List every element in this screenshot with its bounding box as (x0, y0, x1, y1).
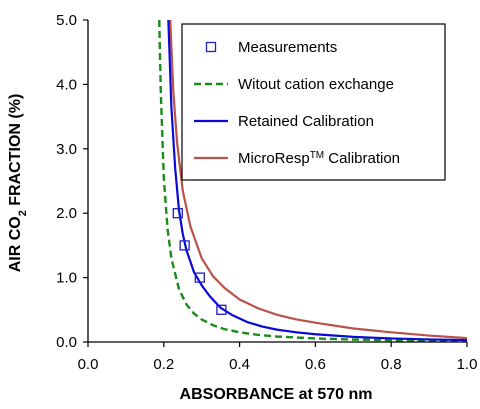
legend-label: Retained Calibration (238, 113, 374, 130)
x-axis-title: ABSORBANCE at 570 nm (180, 386, 373, 403)
measurement-point (194, 272, 205, 283)
legend-label-text: MicroResp (238, 150, 310, 167)
x-tick-label: 0.4 (229, 356, 250, 373)
y-tick-label: 1.0 (56, 270, 77, 287)
legend-label-text: Witout cation exchange (238, 76, 394, 93)
y-tick-label: 2.0 (56, 205, 77, 222)
legend-label-text: Retained Calibration (238, 113, 374, 130)
x-tick-label: 0.8 (381, 356, 402, 373)
legend-frame (181, 23, 446, 181)
legend-label: MicroRespTM Calibration (238, 150, 400, 168)
measurement-point (216, 304, 227, 315)
legend-label-superscript: TM (310, 150, 324, 161)
y-tick-label: 5.0 (56, 12, 77, 29)
legend-swatch-measurements (205, 41, 217, 53)
axes-layer: 0.0 0.2 0.4 0.6 0.8 1.0 0.0 1.0 2.0 3.0 4.0 5.0 (56, 12, 477, 373)
y-tick-label: 4.0 (56, 76, 77, 93)
legend-label-suffix: Calibration (324, 150, 400, 167)
legend-label: Measurements (238, 39, 337, 56)
series-layer (158, 20, 467, 342)
legend: Measurements Witout cation exchange Retain… (181, 23, 446, 181)
series-line-microresp-calibration (169, 20, 467, 340)
measurement-point (179, 240, 190, 251)
measurement-point (172, 208, 183, 219)
y-axis-title: AIR CO2 FRACTION (%) (7, 94, 29, 273)
x-tick-label: 0.6 (305, 356, 326, 373)
y-axis-title-subscript: 2 (17, 210, 29, 216)
y-axis-title-part2: FRACTION (%) (7, 94, 24, 210)
y-tick-label: 0.0 (56, 334, 77, 351)
x-tick-label: 0.0 (78, 356, 99, 373)
legend-label: Witout cation exchange (238, 76, 394, 93)
x-tick-label: 0.2 (153, 356, 174, 373)
y-axis-title-part1: AIR CO (7, 216, 24, 272)
legend-label-text: Measurements (238, 39, 337, 56)
x-tick-label: 1.0 (457, 356, 478, 373)
y-tick-label: 3.0 (56, 141, 77, 158)
series-line-no-cation-exchange (158, 20, 467, 342)
